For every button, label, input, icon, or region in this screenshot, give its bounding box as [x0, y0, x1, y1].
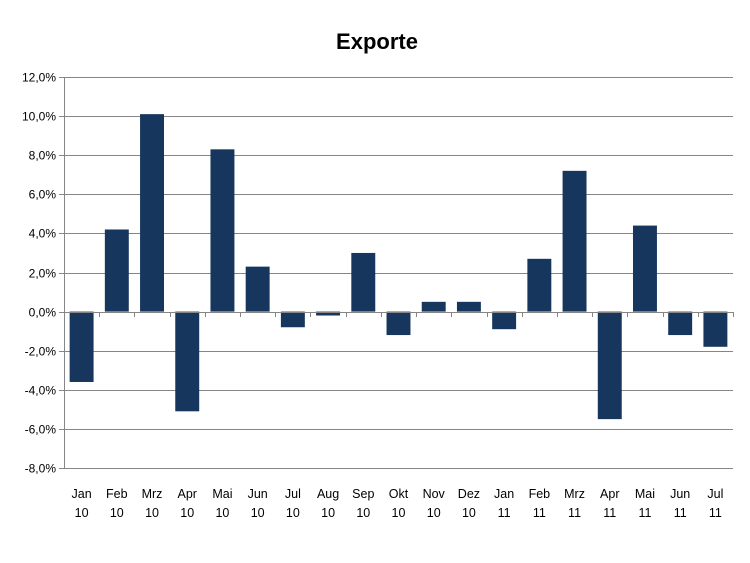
- x-tick-label-year: 11: [709, 506, 722, 520]
- y-axis-tick-labels: 12,0% 10,0% 8,0% 6,0% 4,0% 2,0% 0,0% -2,0% -4,0%…: [22, 71, 56, 476]
- bar: [386, 311, 411, 336]
- chart-title: Exporte: [336, 29, 418, 54]
- bar: [527, 258, 552, 312]
- x-tick-label: Okt 10: [389, 487, 409, 520]
- x-tick-label: Mrz 10: [142, 487, 163, 520]
- x-tick-label: Jun 10: [248, 487, 268, 520]
- x-tick-label-month: Mai: [212, 487, 232, 501]
- x-tick-label-month: Jul: [285, 487, 301, 501]
- x-tick-label-month: Jun: [248, 487, 268, 501]
- y-tick-label: -4,0%: [25, 384, 57, 398]
- y-tick-label: 8,0%: [29, 149, 57, 163]
- x-axis: [64, 77, 734, 468]
- x-tick-label: Mai 10: [212, 487, 232, 520]
- bar: [280, 311, 305, 328]
- bars: [69, 114, 728, 420]
- x-tick-label: Aug 10: [317, 487, 339, 520]
- bar: [421, 301, 446, 312]
- x-tick-label: Mai 11: [635, 487, 655, 520]
- bar: [140, 114, 164, 312]
- x-tick-label-year: 10: [110, 506, 124, 520]
- x-tick-label: Jul 11: [707, 487, 723, 520]
- y-tick-label: 12,0%: [22, 71, 56, 85]
- x-tick-label-month: Mai: [635, 487, 655, 501]
- x-tick-label-month: Apr: [178, 487, 197, 501]
- x-tick-label-month: Jan: [72, 487, 92, 501]
- x-tick-label: Apr 10: [178, 487, 197, 520]
- x-tick-label-month: Nov: [423, 487, 446, 501]
- x-tick-label: Feb 10: [106, 487, 128, 520]
- x-tick-label: Apr 11: [600, 487, 619, 520]
- bar: [69, 311, 94, 382]
- x-tick-label-year: 11: [568, 506, 581, 520]
- bar: [104, 229, 129, 312]
- x-tick-label-month: Aug: [317, 487, 339, 501]
- bar: [597, 311, 622, 420]
- x-tick-label-month: Mrz: [564, 487, 585, 501]
- x-tick-label-month: Okt: [389, 487, 409, 501]
- x-tick-label-year: 11: [533, 506, 546, 520]
- x-tick-label-year: 10: [462, 506, 476, 520]
- bar: [351, 252, 376, 312]
- x-tick-label-year: 10: [145, 506, 159, 520]
- x-tick-label: Jan 10: [72, 487, 92, 520]
- y-tick-label: 4,0%: [29, 227, 57, 241]
- x-tick-label-month: Mrz: [142, 487, 163, 501]
- x-tick-label: Feb 11: [529, 487, 551, 520]
- x-tick-label-year: 11: [603, 506, 616, 520]
- x-tick-label-month: Jun: [670, 487, 690, 501]
- bar: [210, 149, 235, 312]
- x-tick-label-year: 10: [215, 506, 229, 520]
- x-tick-label: Dez 10: [458, 487, 480, 520]
- bar: [175, 311, 200, 412]
- y-tick-label: -6,0%: [25, 423, 57, 437]
- bar: [456, 301, 481, 312]
- x-tick-label-year: 10: [75, 506, 89, 520]
- x-tick-label-month: Dez: [458, 487, 480, 501]
- x-tick-label: Jun 11: [670, 487, 690, 520]
- x-axis-tick-labels: Jan 10 Feb 10 Mrz 10 Apr 10 Mai 10 Jun 10 Jul 10 Aug 10…: [72, 487, 724, 520]
- x-tick-label-month: Feb: [529, 487, 551, 501]
- y-tick-label: 0,0%: [29, 306, 57, 320]
- x-tick-label-year: 10: [180, 506, 194, 520]
- y-tick-label: 10,0%: [22, 110, 56, 124]
- x-tick-label-year: 10: [356, 506, 370, 520]
- x-tick-label-year: 10: [321, 506, 335, 520]
- x-tick-label-year: 10: [251, 506, 265, 520]
- x-tick-label: Jan 11: [494, 487, 514, 520]
- bar: [703, 311, 728, 347]
- x-tick-label-year: 11: [674, 506, 687, 520]
- bar: [316, 311, 341, 316]
- x-tick-label-year: 11: [638, 506, 651, 520]
- bar: [562, 170, 587, 312]
- y-tick-label: 6,0%: [29, 188, 57, 202]
- x-tick-label: Mrz 11: [564, 487, 585, 520]
- x-tick-label-year: 11: [498, 506, 511, 520]
- x-tick-label-year: 10: [427, 506, 441, 520]
- y-tick-label: 2,0%: [29, 267, 57, 281]
- x-tick-label-month: Jan: [494, 487, 514, 501]
- x-tick-label-month: Feb: [106, 487, 128, 501]
- y-tick-label: -2,0%: [25, 345, 57, 359]
- x-tick-label-month: Apr: [600, 487, 619, 501]
- x-tick-label: Sep 10: [352, 487, 374, 520]
- y-tick-label: -8,0%: [25, 462, 57, 476]
- bar: [245, 266, 270, 312]
- x-tick-label-year: 10: [392, 506, 406, 520]
- x-tick-label: Nov 10: [423, 487, 446, 520]
- bar: [633, 225, 657, 312]
- x-tick-label: Jul 10: [285, 487, 301, 520]
- x-tick-label-month: Sep: [352, 487, 374, 501]
- x-tick-label-month: Jul: [707, 487, 723, 501]
- x-tick-label-year: 10: [286, 506, 300, 520]
- bar: [492, 311, 517, 330]
- bar: [668, 311, 693, 336]
